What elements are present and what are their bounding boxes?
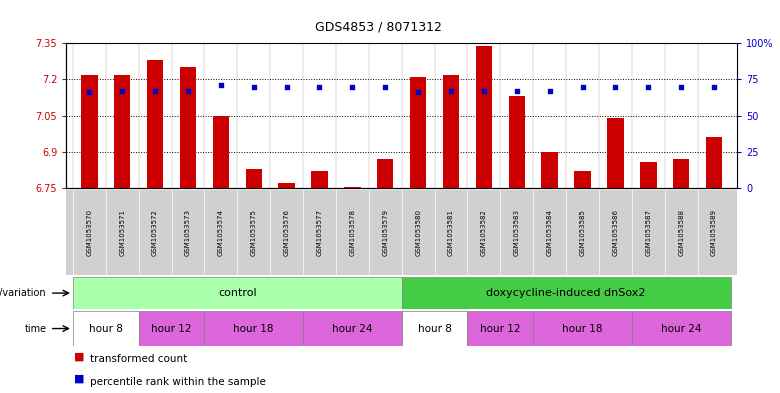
Point [412, 89, 424, 95]
Bar [443, 75, 459, 188]
Bar [139, 311, 204, 346]
Text: GSM1053577: GSM1053577 [317, 209, 322, 256]
Text: GSM1053578: GSM1053578 [349, 209, 356, 256]
Point [182, 88, 194, 94]
Text: GSM1053579: GSM1053579 [382, 209, 388, 256]
Point [83, 89, 96, 95]
Text: GSM1053588: GSM1053588 [678, 209, 684, 256]
Point [544, 88, 556, 94]
Bar [204, 311, 303, 346]
Point [445, 88, 457, 94]
Text: GSM1053581: GSM1053581 [448, 209, 454, 256]
Text: GSM1053572: GSM1053572 [152, 209, 158, 256]
Text: GSM1053571: GSM1053571 [119, 209, 126, 256]
Text: doxycycline-induced dnSox2: doxycycline-induced dnSox2 [487, 288, 646, 298]
Point [247, 83, 260, 90]
Point [675, 83, 687, 90]
Bar [706, 138, 722, 188]
Bar [673, 159, 690, 188]
Bar [73, 277, 402, 309]
Text: percentile rank within the sample: percentile rank within the sample [90, 377, 265, 387]
Bar [476, 46, 492, 188]
Point [477, 88, 490, 94]
Bar [81, 75, 98, 188]
Bar [213, 116, 229, 188]
Bar [344, 187, 360, 188]
Text: ■: ■ [74, 351, 84, 361]
Text: GDS4853 / 8071312: GDS4853 / 8071312 [315, 20, 441, 33]
Text: GSM1053574: GSM1053574 [218, 209, 224, 256]
Text: genotype/variation: genotype/variation [0, 288, 47, 298]
Point [314, 83, 326, 90]
Bar [402, 277, 731, 309]
Point [576, 83, 589, 90]
Text: GSM1053586: GSM1053586 [612, 209, 619, 256]
Bar [377, 159, 393, 188]
Text: GSM1053585: GSM1053585 [580, 209, 586, 256]
Text: hour 24: hour 24 [661, 323, 701, 334]
Bar [278, 183, 295, 188]
Text: GSM1053570: GSM1053570 [87, 209, 92, 256]
Bar [509, 96, 525, 188]
Text: transformed count: transformed count [90, 354, 187, 364]
Text: hour 12: hour 12 [480, 323, 520, 334]
Bar [179, 67, 197, 188]
Point [609, 83, 622, 90]
Bar [467, 311, 534, 346]
Point [149, 88, 161, 94]
Point [215, 82, 227, 88]
Bar [114, 75, 130, 188]
Point [511, 88, 523, 94]
Bar [73, 311, 139, 346]
Text: GSM1053575: GSM1053575 [250, 209, 257, 256]
Text: hour 18: hour 18 [562, 323, 603, 334]
Text: GSM1053582: GSM1053582 [481, 209, 487, 256]
Bar [632, 311, 731, 346]
Text: GSM1053573: GSM1053573 [185, 209, 191, 256]
Point [379, 83, 392, 90]
Point [707, 83, 720, 90]
Bar [147, 60, 163, 188]
Bar [311, 171, 328, 188]
Bar [402, 311, 467, 346]
Text: time: time [24, 323, 47, 334]
Text: ■: ■ [74, 374, 84, 384]
Text: hour 8: hour 8 [417, 323, 452, 334]
Bar [410, 77, 427, 188]
Bar [607, 118, 624, 188]
Text: hour 8: hour 8 [89, 323, 122, 334]
Text: hour 12: hour 12 [151, 323, 192, 334]
Text: GSM1053583: GSM1053583 [514, 209, 519, 256]
Text: control: control [218, 288, 257, 298]
Text: GSM1053584: GSM1053584 [547, 209, 553, 256]
Bar [640, 162, 657, 188]
Bar [246, 169, 262, 188]
Point [642, 83, 654, 90]
Point [346, 83, 359, 90]
Bar [303, 311, 402, 346]
Text: hour 24: hour 24 [332, 323, 373, 334]
Text: GSM1053589: GSM1053589 [711, 209, 717, 256]
Bar [541, 152, 558, 188]
Text: hour 18: hour 18 [233, 323, 274, 334]
Text: GSM1053580: GSM1053580 [415, 209, 421, 256]
Point [116, 88, 129, 94]
Bar [534, 311, 632, 346]
Bar [574, 171, 590, 188]
Point [280, 83, 292, 90]
Text: GSM1053576: GSM1053576 [284, 209, 289, 256]
Text: GSM1053587: GSM1053587 [645, 209, 651, 256]
